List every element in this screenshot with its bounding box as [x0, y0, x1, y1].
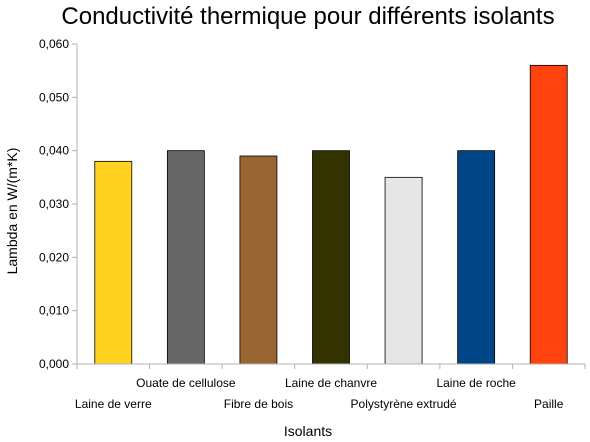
- y-tick-label: 0,030: [39, 197, 69, 211]
- x-category-label: Fibre de bois: [224, 397, 293, 411]
- x-axis-label: Isolants: [284, 423, 332, 439]
- x-axis-categories: Laine de verre Ouate de cellulose Fibre de…: [75, 364, 586, 411]
- x-category-label: Laine de roche: [436, 376, 516, 390]
- bars: [94, 64, 568, 365]
- y-axis-ticks: 0,000 0,010 0,020 0,030 0,040 0,050 0,060: [39, 37, 77, 371]
- bar-1: [94, 160, 133, 365]
- y-tick-label: 0,040: [39, 144, 69, 158]
- x-category-label: Laine de verre: [75, 397, 152, 411]
- x-category-label: Polystyrène extrudé: [351, 397, 457, 411]
- x-category-label: Laine de chanvre: [285, 376, 377, 390]
- bar-4: [312, 150, 350, 365]
- x-category-label: Paille: [534, 397, 564, 411]
- bar-3: [239, 155, 278, 365]
- bar-2: [166, 150, 205, 365]
- y-tick-label: 0,050: [39, 90, 69, 104]
- bar-6: [457, 150, 496, 365]
- bar-7: [529, 64, 568, 365]
- chart-title: Conductivité thermique pour différents i…: [61, 3, 554, 30]
- y-axis-label: Lambda en W/(m*K): [4, 148, 20, 275]
- y-tick-label: 0,000: [39, 357, 69, 371]
- x-category-label: Ouate de cellulose: [136, 376, 236, 390]
- y-tick-label: 0,060: [39, 37, 69, 51]
- y-tick-label: 0,010: [39, 304, 69, 318]
- bar-5: [384, 176, 423, 365]
- y-tick-label: 0,020: [39, 250, 69, 264]
